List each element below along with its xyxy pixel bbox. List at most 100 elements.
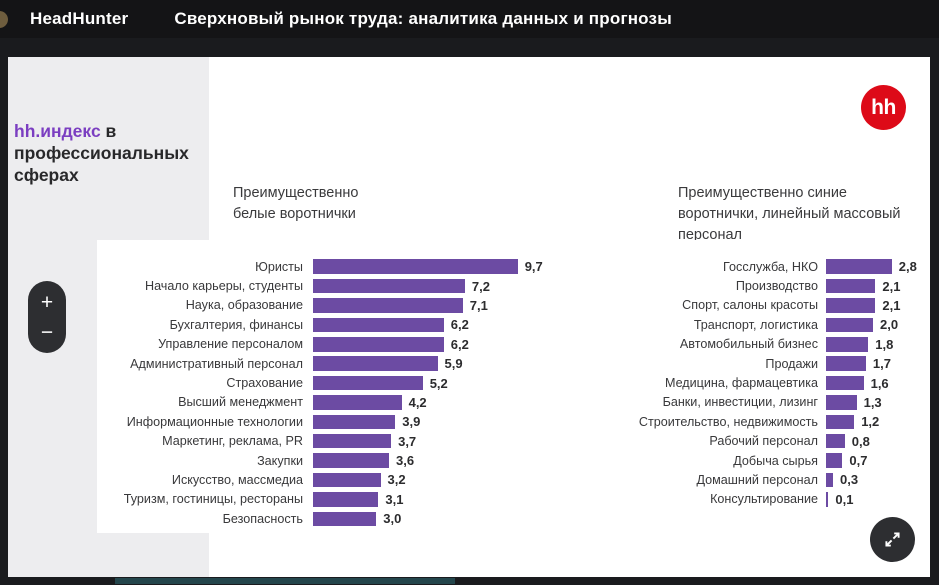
bar (826, 278, 876, 294)
category-label: Маркетинг, реклама, PR (162, 434, 303, 449)
bar (313, 278, 465, 294)
chart-row: Рабочий персонал 0,8 (597, 432, 917, 451)
slide-title-accent: hh.индекс (14, 121, 101, 141)
category-label: Юристы (255, 259, 303, 274)
app-icon (0, 11, 8, 28)
value-label: 9,7 (524, 259, 543, 275)
category-label: Информационные технологии (126, 414, 303, 429)
chart-row: Автомобильный бизнес 1,8 (597, 335, 917, 354)
zoom-control[interactable]: + − (28, 281, 66, 353)
chart-row: Бухгалтерия, финансы 6,2 (97, 315, 543, 334)
bar (826, 356, 866, 371)
value-label: 1,8 (875, 336, 894, 352)
value-label: 5,9 (444, 356, 463, 372)
fullscreen-expand-icon (885, 532, 900, 547)
deck-title: Сверхновый рынок труда: аналитика данных… (174, 9, 672, 28)
category-label: Туризм, гостиницы, рестораны (123, 492, 303, 507)
value-label: 1,2 (861, 414, 880, 430)
fullscreen-button[interactable] (870, 517, 915, 562)
bar (313, 356, 438, 371)
chart-row: Информационные технологии 3,9 (97, 412, 543, 431)
value-label: 2,8 (898, 259, 917, 275)
zoom-in-button[interactable]: + (40, 290, 54, 314)
bar (313, 511, 377, 527)
bar (313, 453, 389, 468)
slide: hh.индекс в профессиональных сферах + − … (8, 57, 930, 577)
category-label: Производство (735, 279, 818, 294)
bar (313, 259, 518, 274)
bar (313, 472, 381, 488)
chart-row: Управление персоналом 6,2 (97, 335, 543, 354)
value-label: 2,1 (882, 278, 901, 294)
chart-row: Продажи 1,7 (597, 354, 917, 373)
chart-row: Страхование 5,2 (97, 373, 543, 392)
value-label: 0,8 (851, 433, 870, 449)
category-label: Добыча сырья (733, 453, 818, 468)
category-label: Транспорт, логистика (693, 317, 818, 332)
value-label: 3,0 (383, 511, 402, 527)
chart-row: Туризм, гостиницы, рестораны 3,1 (97, 490, 543, 509)
category-label: Наука, образование (185, 298, 303, 313)
bar (826, 433, 845, 449)
bar (313, 317, 444, 333)
value-label: 7,2 (471, 278, 490, 294)
value-label: 5,2 (429, 375, 448, 391)
bar (313, 492, 379, 507)
bar (826, 317, 873, 333)
bar (313, 395, 402, 410)
chart-area: Юристы 9,7 Начало карьеры, студенты 7,2 Наук… (97, 240, 920, 533)
category-label: Спорт, салоны красоты (682, 298, 818, 313)
bar (826, 492, 829, 507)
chart-row: Закупки 3,6 (97, 451, 543, 470)
value-label: 6,2 (450, 336, 469, 352)
category-label: Управление персоналом (158, 337, 303, 352)
value-label: 6,2 (450, 317, 469, 333)
chart-row: Юристы 9,7 (97, 257, 543, 276)
category-label: Закупки (257, 453, 303, 468)
category-label: Рабочий персонал (709, 434, 818, 449)
bar (826, 472, 833, 488)
category-label: Госслужба, НКО (723, 259, 818, 274)
zoom-out-button[interactable]: − (40, 320, 54, 344)
category-label: Медицина, фармацевтика (664, 376, 818, 391)
value-label: 0,1 (835, 491, 854, 507)
category-label: Продажи (765, 356, 818, 371)
category-label: Начало карьеры, студенты (144, 279, 303, 294)
value-label: 1,6 (870, 375, 889, 391)
title-bar: HeadHunter Сверхновый рынок труда: анали… (0, 0, 939, 38)
bar (826, 453, 843, 468)
category-label: Строительство, недвижимость (638, 414, 818, 429)
value-label: 0,3 (840, 472, 859, 488)
chart-row: Административный персонал 5,9 (97, 354, 543, 373)
bar (826, 414, 855, 430)
progress-bar[interactable] (115, 578, 455, 584)
chart-rows-left: Юристы 9,7 Начало карьеры, студенты 7,2 Наук… (97, 257, 543, 528)
bar (826, 298, 876, 313)
value-label: 4,2 (408, 394, 427, 410)
category-label: Консультирование (710, 492, 818, 507)
category-label: Бухгалтерия, финансы (169, 317, 303, 332)
bottom-strip (0, 577, 939, 585)
category-label: Страхование (226, 376, 303, 391)
chart-row: Госслужба, НКО 2,8 (597, 257, 917, 276)
category-label: Высший менеджмент (178, 395, 303, 410)
chart-row: Безопасность 3,0 (97, 509, 543, 528)
bar (313, 433, 392, 449)
chart-row: Банки, инвестиции, лизинг 1,3 (597, 393, 917, 412)
category-label: Административный персонал (130, 356, 303, 371)
value-label: 3,6 (396, 453, 415, 469)
category-label: Банки, инвестиции, лизинг (662, 395, 818, 410)
value-label: 3,7 (398, 433, 417, 449)
bar (826, 375, 864, 391)
hh-logo: hh (861, 85, 906, 130)
chart-row: Начало карьеры, студенты 7,2 (97, 276, 543, 295)
chart-row: Искусство, массмедиа 3,2 (97, 470, 543, 489)
bar (826, 259, 892, 274)
chart-rows-right: Госслужба, НКО 2,8 Производство 2,1 Спорт, с… (597, 257, 917, 509)
value-label: 7,1 (469, 297, 488, 313)
chart-row: Транспорт, логистика 2,0 (597, 315, 917, 334)
bar (826, 337, 869, 352)
category-label: Искусство, массмедиа (171, 472, 303, 487)
category-label: Автомобильный бизнес (679, 337, 818, 352)
chart-row: Спорт, салоны красоты 2,1 (597, 296, 917, 315)
